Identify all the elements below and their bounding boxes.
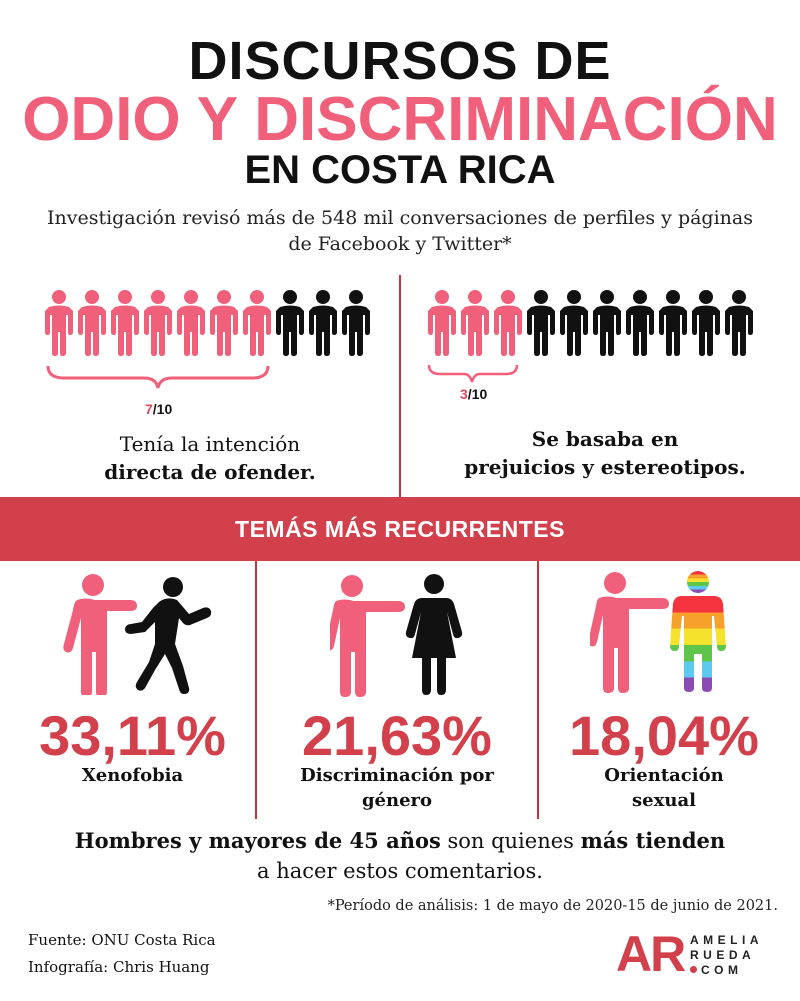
title-line-3: EN COSTA RICA (244, 148, 556, 192)
vertical-divider-top (399, 275, 401, 497)
person-icon (209, 290, 239, 356)
percent-orientation: 18,04% (569, 704, 759, 767)
logo[interactable]: AR AMELIA RUEDA COM (616, 925, 786, 985)
person-icon (143, 290, 173, 356)
stat-left-description: Tenía la intención directa de ofender. (104, 432, 316, 484)
person-icon (658, 290, 688, 356)
rainbow-person-icon (670, 571, 726, 692)
logo-text: AMELIA RUEDA COM (690, 933, 763, 977)
label-xenophobia: Xenofobia (81, 765, 184, 786)
person-icon (691, 290, 721, 356)
label-orientation: Orientación sexual (604, 765, 724, 811)
person-icon (341, 290, 371, 356)
title-line-1: DISCURSOS DE (188, 31, 612, 91)
logo-dot (690, 966, 697, 973)
vertical-divider-2 (537, 561, 539, 819)
person-icon (592, 290, 622, 356)
person-icon (44, 290, 74, 356)
pointing-person-icon (63, 574, 137, 695)
subtitle: Investigación revisó más de 548 mil conv… (47, 207, 753, 255)
person-icon (526, 290, 556, 356)
topics-banner: TEMÁS MÁS RECURRENTES (0, 497, 800, 561)
person-icon (493, 290, 523, 356)
bracket-right (427, 364, 519, 383)
xenophobia-illustration (63, 574, 212, 695)
woman-icon (405, 574, 463, 695)
pointing-person-icon (330, 575, 405, 697)
person-icon (427, 290, 457, 356)
person-icon (724, 290, 754, 356)
fraction-left: 7/10 (145, 401, 173, 417)
pointing-person-icon (590, 572, 669, 693)
person-icon (110, 290, 140, 356)
vertical-divider-1 (255, 561, 257, 819)
person-icon (559, 290, 589, 356)
percent-gender: 21,63% (302, 704, 492, 767)
bracket-left (46, 365, 270, 389)
person-icon (242, 290, 272, 356)
conclusion: Hombres y mayores de 45 años son quienes… (74, 828, 726, 883)
fraction-right: 3/10 (460, 386, 488, 402)
gender-illustration (330, 574, 463, 697)
people-row-left (44, 290, 374, 360)
person-icon (460, 290, 490, 356)
person-icon (625, 290, 655, 356)
stat-right-description: Se basaba en prejuicios y estereotipos. (464, 427, 746, 479)
orientation-illustration (590, 571, 726, 693)
title-line-2: ODIO Y DISCRIMINACIÓN (22, 85, 778, 154)
percent-xenophobia: 33,11% (39, 704, 226, 767)
logo-mark: AR (616, 926, 686, 982)
person-icon (77, 290, 107, 356)
person-icon (308, 290, 338, 356)
footnote: *Período de análisis: 1 de mayo de 2020-… (327, 898, 778, 914)
person-icon (275, 290, 305, 356)
person-icon (176, 290, 206, 356)
credit-source: Fuente: ONU Costa Rica (28, 931, 216, 949)
people-row-right (427, 290, 767, 360)
label-gender: Discriminación por género (300, 765, 494, 811)
foreign-person-icon (125, 577, 212, 694)
credit-graphic: Infografía: Chris Huang (28, 958, 210, 976)
